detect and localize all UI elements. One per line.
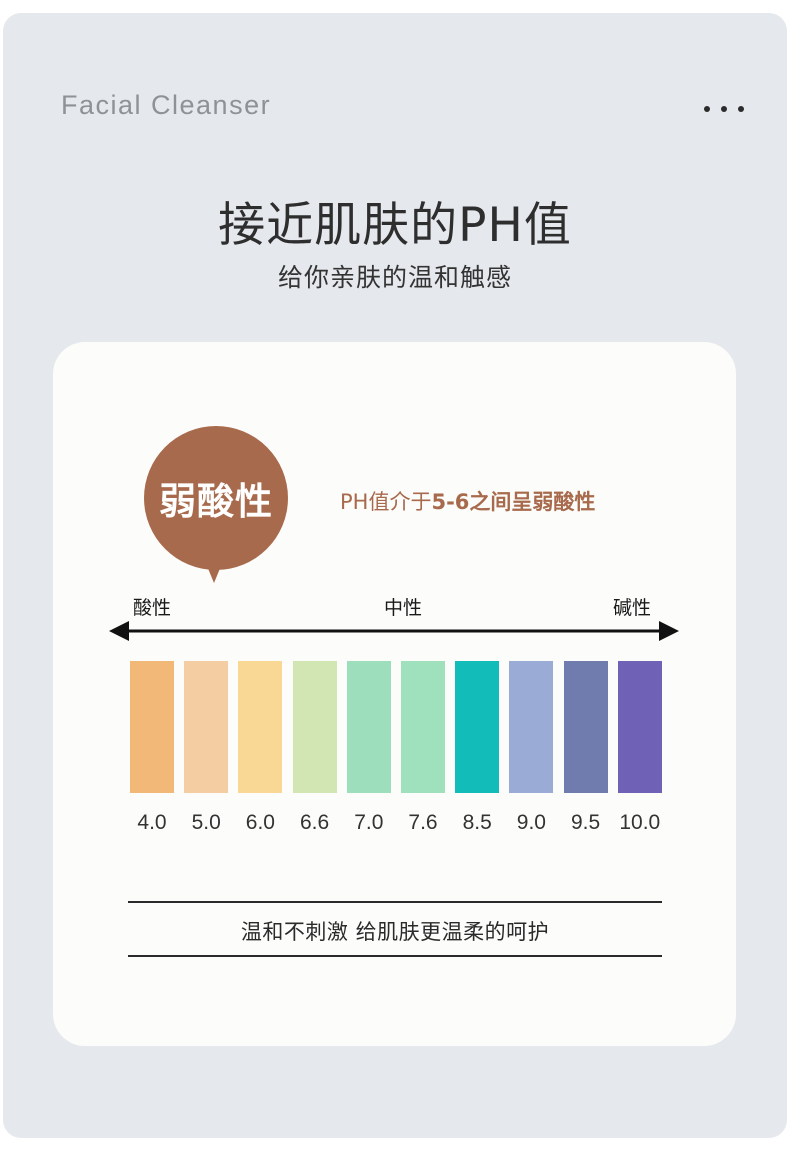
ph-swatch [184,661,229,793]
ph-swatch [292,661,337,793]
ph-tick-label: 8.5 [462,811,492,834]
ph-swatch [401,661,445,793]
ph-tick-label: 6.0 [245,811,275,834]
weak-acid-badge: 弱酸性 [144,426,288,570]
dot-icon [738,106,744,112]
weak-acid-badge-label: 弱酸性 [159,480,273,523]
alkaline-label: 碱性 [613,597,652,619]
ph-swatch [455,661,500,793]
more-options-icon[interactable] [704,104,744,114]
ph-range-note-highlight: 5-6之间呈弱酸性 [431,490,596,514]
ph-swatch [238,661,283,793]
dot-icon [721,106,727,112]
ph-tick-label: 9.0 [516,811,546,834]
left-arrowhead-icon [109,621,129,641]
right-arrowhead-icon [659,621,679,641]
page-title: 接近肌肤的PH值 [218,198,572,253]
ph-tick-label: 9.5 [570,811,601,834]
ph-tick-label: 10.0 [619,811,661,834]
ph-color-scale [130,661,662,793]
ph-tick-label: 5.0 [191,811,221,834]
tagline: 温和不刺激 给肌肤更温柔的呵护 [240,920,550,944]
ph-axis-arrow [109,621,679,641]
ph-tick-label: 4.0 [137,811,167,834]
brand-label: Facial Cleanser [61,90,272,120]
badge-pointer [207,566,221,583]
ph-swatch [563,661,608,793]
ph-swatch [509,661,554,793]
ph-swatch [617,661,662,793]
ph-range-note: PH值介于5-6之间呈弱酸性 [340,486,595,516]
neutral-label: 中性 [384,597,423,619]
ph-tick-label: 7.0 [354,811,384,834]
ph-tick-label: 7.6 [408,811,438,834]
ph-swatch [346,661,391,793]
acidic-label: 酸性 [133,597,172,619]
ph-tick-label: 6.6 [299,811,330,834]
ph-swatch [130,661,174,793]
dot-icon [704,106,710,112]
bottom-divider [128,955,662,957]
top-divider [128,901,662,903]
ph-range-note-prefix: PH值介于 [340,490,432,514]
page-subtitle: 给你亲肤的温和触感 [277,263,512,292]
